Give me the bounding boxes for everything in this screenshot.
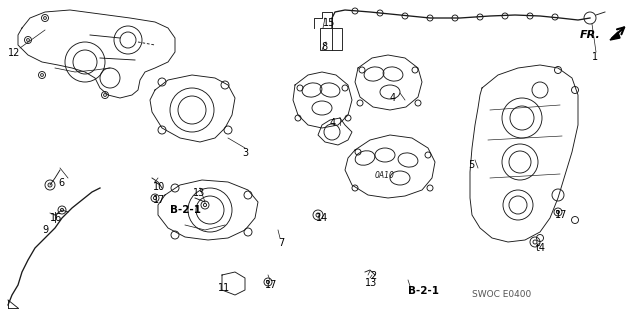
Text: 6: 6	[58, 178, 64, 188]
Text: 4: 4	[330, 118, 336, 128]
Text: 4: 4	[390, 93, 396, 103]
Text: 15: 15	[323, 18, 335, 28]
Text: 17: 17	[555, 210, 568, 220]
Text: 3: 3	[242, 148, 248, 158]
Text: 10: 10	[153, 182, 165, 192]
Text: 5: 5	[468, 160, 474, 170]
Text: 12: 12	[8, 48, 20, 58]
Text: 17: 17	[265, 280, 277, 290]
Text: 0A10: 0A10	[375, 170, 395, 180]
Text: 14: 14	[316, 213, 328, 223]
Text: 11: 11	[218, 283, 230, 293]
Text: 2: 2	[370, 271, 376, 281]
Text: SWOC E0400: SWOC E0400	[472, 290, 531, 299]
Text: FR.: FR.	[580, 30, 601, 40]
Text: 8: 8	[321, 42, 327, 52]
Text: B-2-1: B-2-1	[408, 286, 439, 296]
Text: 16: 16	[50, 213, 62, 223]
Text: 13: 13	[193, 188, 205, 198]
Text: 9: 9	[42, 225, 48, 235]
Text: 17: 17	[153, 195, 165, 205]
Bar	[320, 28, 342, 50]
FancyArrowPatch shape	[612, 27, 624, 38]
Text: t4: t4	[536, 243, 546, 253]
Text: 7: 7	[278, 238, 284, 248]
Text: 13: 13	[365, 278, 377, 288]
Text: B-2-1: B-2-1	[170, 205, 201, 215]
Text: 1: 1	[592, 52, 598, 62]
Polygon shape	[610, 32, 620, 40]
